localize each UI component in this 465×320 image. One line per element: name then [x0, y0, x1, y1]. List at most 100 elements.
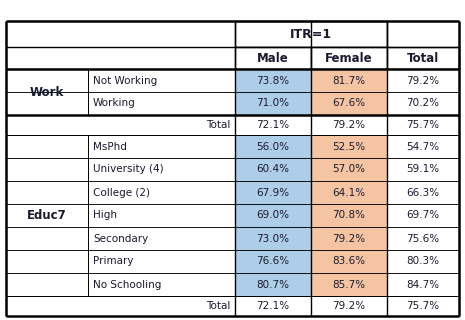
- Bar: [88, 227, 235, 250]
- Bar: [235, 69, 311, 92]
- Text: 79.2%: 79.2%: [406, 76, 439, 85]
- Bar: [235, 204, 311, 227]
- Text: 73.8%: 73.8%: [256, 76, 290, 85]
- Bar: [235, 296, 311, 316]
- Text: High: High: [93, 211, 117, 220]
- Bar: [235, 250, 311, 273]
- Bar: [6, 204, 88, 227]
- Bar: [387, 135, 459, 158]
- Bar: [311, 135, 387, 158]
- Bar: [311, 92, 387, 115]
- Bar: [387, 47, 459, 69]
- Text: College (2): College (2): [93, 188, 150, 197]
- Bar: [311, 204, 387, 227]
- Text: Female: Female: [325, 52, 373, 65]
- Bar: [387, 181, 459, 204]
- Text: Total: Total: [206, 120, 230, 130]
- Text: 70.2%: 70.2%: [406, 99, 439, 108]
- Text: Work: Work: [30, 85, 64, 99]
- Text: 72.1%: 72.1%: [256, 301, 290, 311]
- Bar: [387, 69, 459, 92]
- Bar: [88, 158, 235, 181]
- Text: 69.7%: 69.7%: [406, 211, 439, 220]
- Bar: [311, 181, 387, 204]
- Bar: [235, 21, 387, 47]
- Text: Primary: Primary: [93, 257, 133, 267]
- Text: 80.7%: 80.7%: [257, 279, 290, 290]
- Text: 84.7%: 84.7%: [406, 279, 439, 290]
- Bar: [235, 227, 311, 250]
- Bar: [387, 204, 459, 227]
- Text: 80.3%: 80.3%: [406, 257, 439, 267]
- Bar: [311, 250, 387, 273]
- Text: 72.1%: 72.1%: [256, 120, 290, 130]
- Bar: [235, 92, 311, 115]
- Text: 67.6%: 67.6%: [332, 99, 365, 108]
- Text: 66.3%: 66.3%: [406, 188, 439, 197]
- Bar: [6, 21, 235, 47]
- Text: 52.5%: 52.5%: [332, 141, 365, 151]
- Text: 71.0%: 71.0%: [257, 99, 290, 108]
- Bar: [311, 273, 387, 296]
- Text: 75.7%: 75.7%: [406, 120, 439, 130]
- Text: Secondary: Secondary: [93, 234, 148, 244]
- Text: 69.0%: 69.0%: [257, 211, 290, 220]
- Bar: [6, 135, 88, 158]
- Text: Total: Total: [407, 52, 439, 65]
- Bar: [6, 115, 235, 135]
- Text: MsPhd: MsPhd: [93, 141, 127, 151]
- Text: 67.9%: 67.9%: [256, 188, 290, 197]
- Bar: [387, 115, 459, 135]
- Bar: [6, 273, 88, 296]
- Bar: [88, 273, 235, 296]
- Bar: [311, 296, 387, 316]
- Bar: [6, 69, 88, 92]
- Bar: [88, 181, 235, 204]
- Text: 60.4%: 60.4%: [257, 164, 290, 174]
- Text: No Schooling: No Schooling: [93, 279, 161, 290]
- Bar: [311, 115, 387, 135]
- Text: 54.7%: 54.7%: [406, 141, 439, 151]
- Text: 75.6%: 75.6%: [406, 234, 439, 244]
- Text: 64.1%: 64.1%: [332, 188, 365, 197]
- Bar: [387, 273, 459, 296]
- Bar: [88, 92, 235, 115]
- Text: Male: Male: [257, 52, 289, 65]
- Text: ITR=1: ITR=1: [290, 28, 332, 41]
- Bar: [6, 92, 88, 115]
- Bar: [387, 296, 459, 316]
- Bar: [387, 227, 459, 250]
- Bar: [311, 47, 387, 69]
- Text: Educ7: Educ7: [27, 209, 67, 222]
- Bar: [6, 158, 88, 181]
- Bar: [311, 158, 387, 181]
- Bar: [235, 273, 311, 296]
- Text: 59.1%: 59.1%: [406, 164, 439, 174]
- Bar: [88, 69, 235, 92]
- Text: 79.2%: 79.2%: [332, 234, 365, 244]
- Bar: [88, 204, 235, 227]
- Bar: [6, 296, 235, 316]
- Text: Working: Working: [93, 99, 136, 108]
- Bar: [6, 250, 88, 273]
- Bar: [311, 227, 387, 250]
- Bar: [6, 227, 88, 250]
- Text: 83.6%: 83.6%: [332, 257, 365, 267]
- Text: Not Working: Not Working: [93, 76, 157, 85]
- Bar: [235, 115, 311, 135]
- Text: 85.7%: 85.7%: [332, 279, 365, 290]
- Bar: [235, 158, 311, 181]
- Bar: [235, 181, 311, 204]
- Text: Total: Total: [206, 301, 230, 311]
- Text: University (4): University (4): [93, 164, 164, 174]
- Bar: [387, 158, 459, 181]
- Bar: [235, 47, 311, 69]
- Bar: [6, 47, 235, 69]
- Bar: [387, 250, 459, 273]
- Text: 81.7%: 81.7%: [332, 76, 365, 85]
- Text: 76.6%: 76.6%: [256, 257, 290, 267]
- Text: 70.8%: 70.8%: [332, 211, 365, 220]
- Bar: [88, 135, 235, 158]
- Text: 75.7%: 75.7%: [406, 301, 439, 311]
- Text: 57.0%: 57.0%: [332, 164, 365, 174]
